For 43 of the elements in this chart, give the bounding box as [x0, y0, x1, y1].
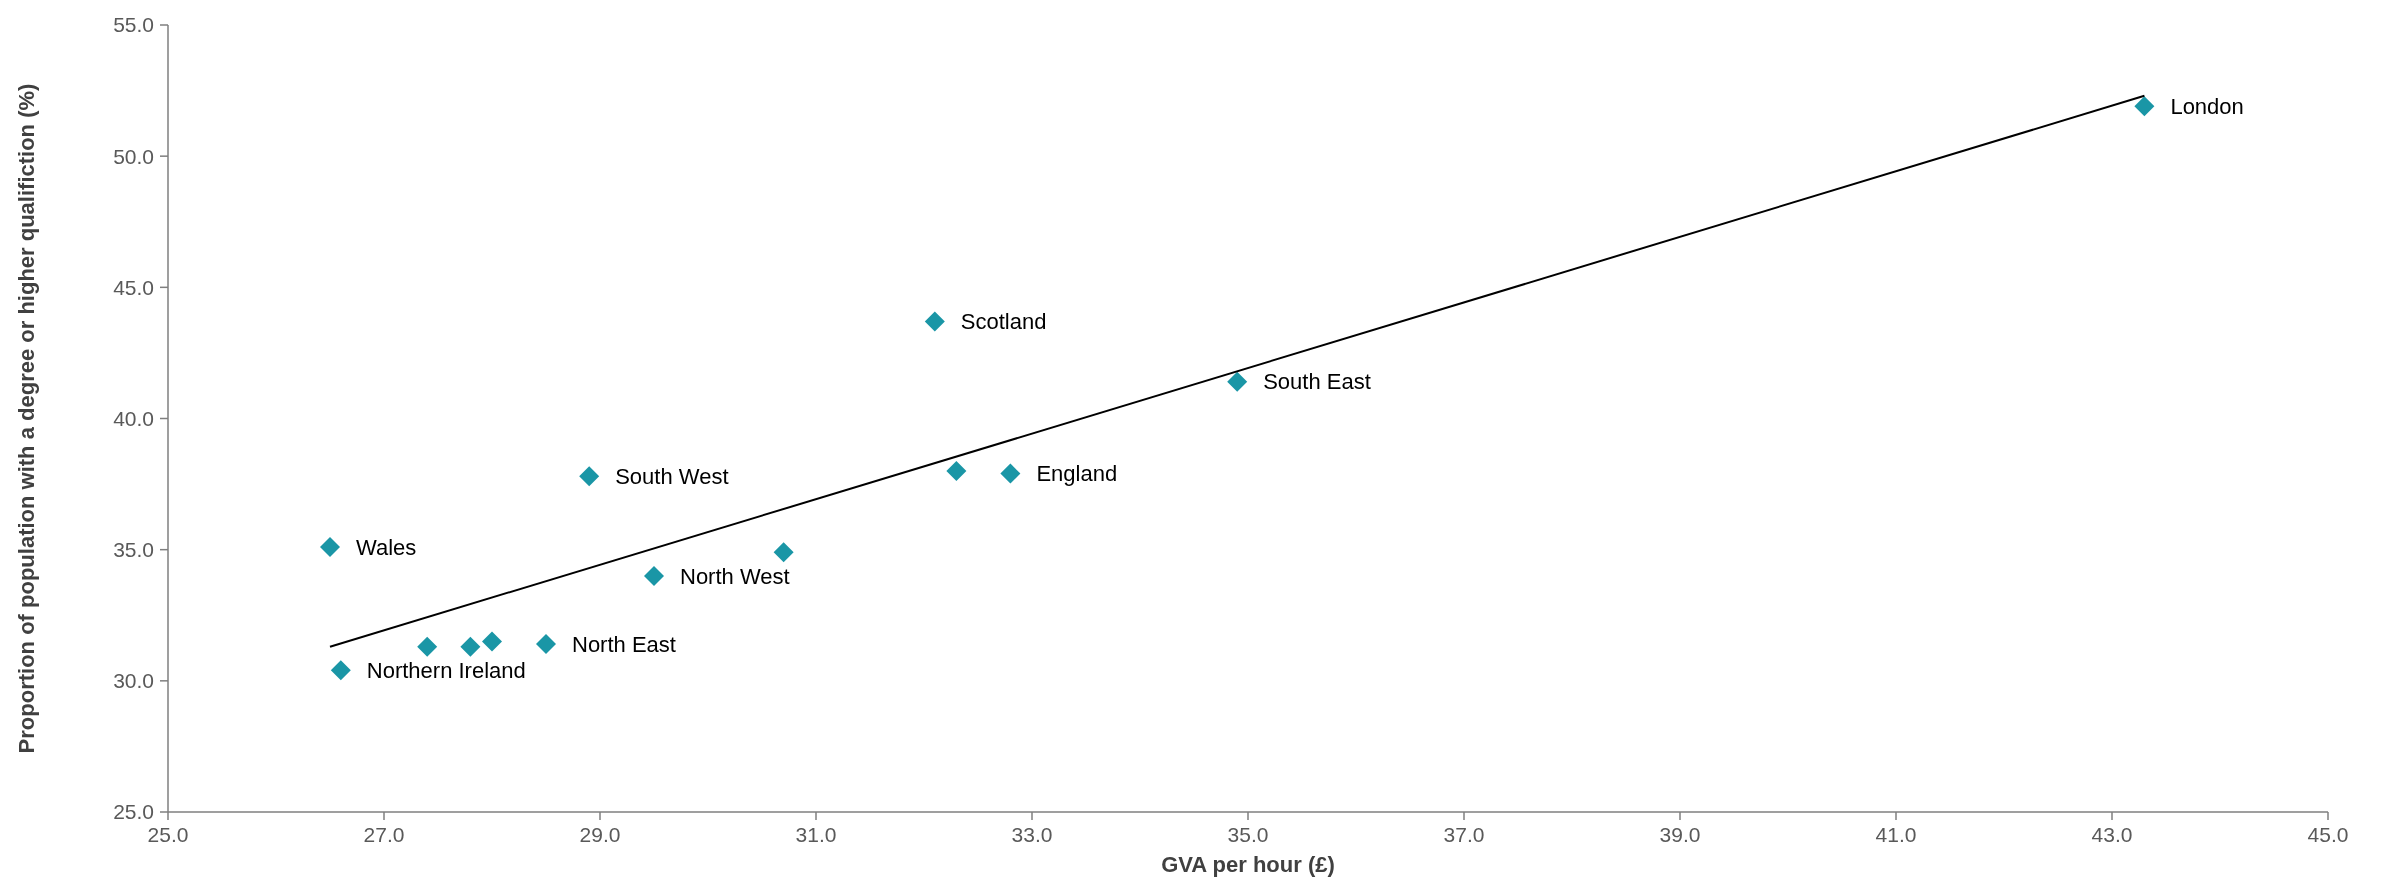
y-tick-label: 45.0	[113, 275, 154, 299]
annotation: South West	[615, 463, 729, 489]
point	[320, 537, 340, 558]
x-tick-label: 25.0	[147, 823, 189, 846]
point	[1227, 371, 1248, 392]
point	[330, 660, 351, 681]
annotation: Wales	[356, 534, 417, 560]
annotation: London	[2170, 94, 2244, 120]
point	[536, 634, 556, 655]
annotation: North East	[572, 631, 676, 657]
x-tick-label: 43.0	[2091, 823, 2133, 846]
x-tick-label: 45.0	[2307, 823, 2349, 846]
point	[460, 636, 481, 657]
x-tick-label: 29.0	[579, 823, 621, 846]
annotation: Northern Ireland	[366, 658, 526, 684]
annotation: South East	[1263, 369, 1371, 395]
y-tick-label: 35.0	[113, 538, 154, 562]
point	[644, 565, 664, 586]
x-tick-label: 27.0	[363, 823, 405, 846]
point	[417, 636, 438, 657]
y-tick-label: 55.0	[113, 13, 154, 37]
x-tick-label: 35.0	[1227, 823, 1269, 846]
point	[482, 631, 502, 652]
x-tick-label: 33.0	[1011, 823, 1053, 846]
point	[924, 311, 945, 332]
point	[579, 466, 600, 487]
annotation: North West	[680, 563, 790, 589]
y-tick-label: 25.0	[113, 800, 154, 824]
point	[773, 542, 794, 563]
x-tick-label: 41.0	[1875, 823, 1917, 846]
annotation: Scotland	[960, 309, 1047, 335]
point	[1000, 463, 1021, 484]
x-tick-label: 39.0	[1659, 823, 1701, 846]
x-tick-label: 31.0	[795, 823, 837, 846]
x-tick-label: 37.0	[1443, 823, 1485, 846]
y-tick-label: 40.0	[113, 406, 154, 430]
x-axis-title: GVA per hour (£)	[1161, 852, 1335, 877]
annotation: England	[1036, 461, 1118, 487]
y-tick-label: 30.0	[113, 669, 154, 693]
y-tick-label: 50.0	[113, 144, 154, 168]
y-axis-title: Proportion of population with a degree or higher qualifiction (%)	[14, 83, 39, 754]
point	[2134, 96, 2155, 117]
point	[946, 460, 967, 481]
